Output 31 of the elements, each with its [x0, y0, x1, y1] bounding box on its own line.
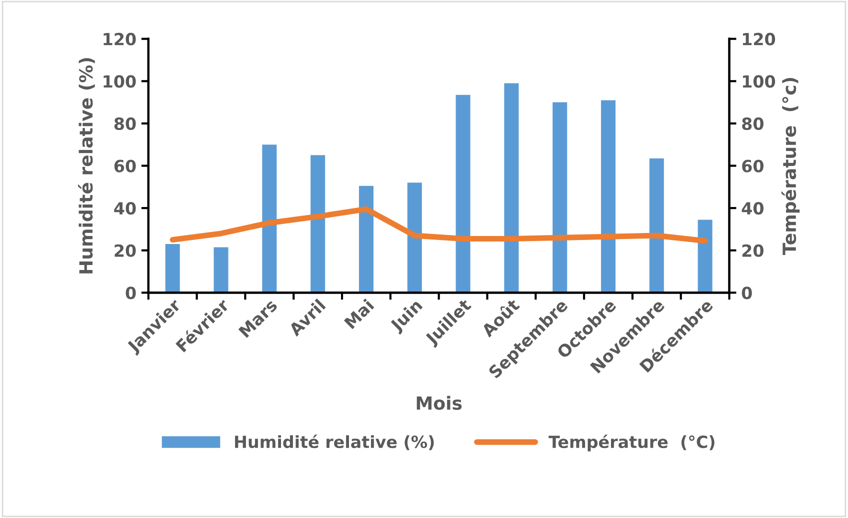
bar	[262, 144, 277, 293]
y2-tick-label: 0	[742, 286, 752, 300]
bar	[456, 94, 470, 293]
y-axis-title: Humidité relative (%)	[78, 58, 95, 274]
bar	[358, 186, 374, 293]
bar	[698, 220, 712, 293]
legend-label: Température (°C)	[548, 434, 714, 452]
bar	[601, 100, 616, 293]
x-axis-title: Mois	[416, 396, 462, 410]
bar	[165, 244, 180, 293]
bar	[214, 247, 228, 293]
y2-axis-title: Température (°c)	[781, 78, 800, 256]
y-tick-label: 0	[126, 286, 136, 300]
y-tick-label: 40	[114, 202, 136, 215]
y-tick-label: 20	[114, 244, 136, 257]
y2-tick-label: 20	[742, 244, 764, 257]
bar	[310, 155, 326, 293]
y2-tick-label: 120	[742, 32, 776, 46]
y-tick-label: 80	[114, 117, 136, 130]
bar	[552, 102, 568, 293]
bar	[504, 83, 519, 293]
bar	[407, 182, 422, 293]
y-tick-label: 120	[104, 32, 136, 46]
legend-label: Humidité relative (%)	[235, 434, 434, 450]
y-tick-label: 60	[114, 160, 136, 172]
y2-tick-label: 100	[742, 75, 776, 88]
y2-tick-label: 80	[742, 117, 764, 130]
y-tick-label: 100	[104, 75, 136, 88]
bar	[649, 158, 664, 293]
y2-tick-label: 40	[742, 202, 764, 215]
y2-tick-label: 60	[742, 160, 764, 172]
